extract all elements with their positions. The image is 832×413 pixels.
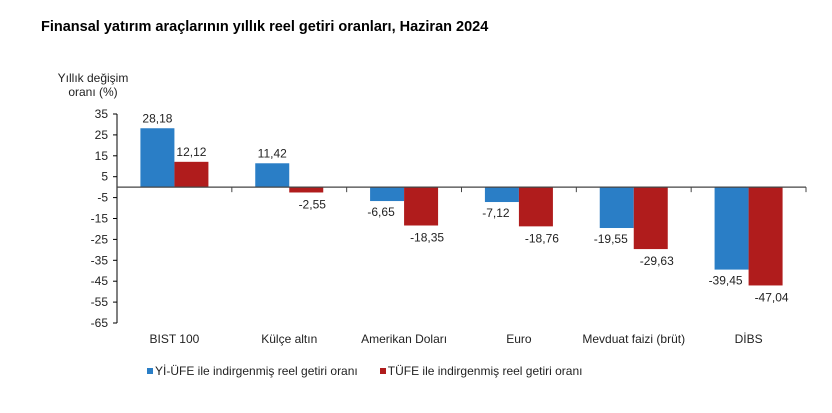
bar-tufe	[404, 187, 439, 226]
data-label: -47,04	[755, 290, 789, 304]
y-axis-title: Yıllık değişim	[58, 71, 129, 85]
y-tick-label: -45	[91, 274, 109, 288]
data-label: -7,12	[482, 206, 510, 220]
data-label: -2,55	[299, 197, 327, 211]
bar-yiufe	[484, 187, 519, 203]
y-tick-label: -55	[91, 295, 109, 309]
y-tick-label: -65	[91, 316, 109, 330]
y-tick-label: -35	[91, 253, 109, 267]
bar-yiufe	[255, 163, 290, 188]
legend-swatch-tufe	[379, 368, 386, 374]
y-tick-label: 15	[95, 149, 109, 163]
data-label: 11,42	[258, 146, 287, 160]
y-tick-label: -5	[97, 191, 108, 205]
legend-item-yiufe: Yİ-ÜFE ile indirgenmiş reel getiri oranı	[147, 364, 358, 378]
y-tick-label: 5	[101, 170, 108, 184]
y-axis-title: oranı (%)	[68, 85, 117, 99]
x-category-label: Mevduat faizi (brüt)	[582, 332, 685, 346]
bar-tufe	[289, 187, 324, 193]
x-category-label: Amerikan Doları	[361, 332, 447, 346]
x-category-label: BIST 100	[150, 332, 200, 346]
y-tick-label: 35	[95, 107, 109, 121]
legend-item-tufe: TÜFE ile indirgenmiş reel getiri oranı	[379, 364, 583, 378]
bar-yiufe	[370, 187, 405, 202]
data-label: 28,18	[142, 111, 172, 125]
x-category-label: Euro	[506, 332, 532, 346]
data-label: 12,12	[176, 145, 206, 159]
data-label: -18,35	[410, 231, 444, 245]
legend-label-yiufe: Yİ-ÜFE ile indirgenmiş reel getiri oranı	[155, 364, 358, 378]
bar-yiufe	[714, 187, 749, 270]
y-tick-label: -15	[91, 212, 109, 226]
data-label: -19,55	[594, 232, 628, 246]
bar-tufe	[748, 187, 783, 286]
bar-tufe	[174, 161, 209, 188]
data-label: -29,63	[640, 254, 674, 268]
bar-tufe	[633, 187, 668, 250]
y-tick-label: 25	[95, 128, 109, 142]
chart-title: Finansal yatırım araçlarının yıllık reel…	[41, 19, 489, 35]
x-category-label: DİBS	[735, 332, 763, 346]
data-label: -6,65	[367, 205, 395, 219]
data-label: -39,45	[709, 274, 743, 288]
legend-swatch-yiufe	[147, 368, 153, 374]
x-category-label: Külçe altın	[261, 332, 317, 346]
bar-yiufe	[140, 128, 175, 188]
data-label: -18,76	[525, 231, 559, 245]
legend-label-tufe: TÜFE ile indirgenmiş reel getiri oranı	[387, 364, 583, 378]
bar-tufe	[518, 187, 553, 227]
y-tick-label: -25	[91, 232, 109, 246]
bar-yiufe	[599, 187, 634, 229]
legend: Yİ-ÜFE ile indirgenmiş reel getiri oranı…	[147, 364, 583, 378]
